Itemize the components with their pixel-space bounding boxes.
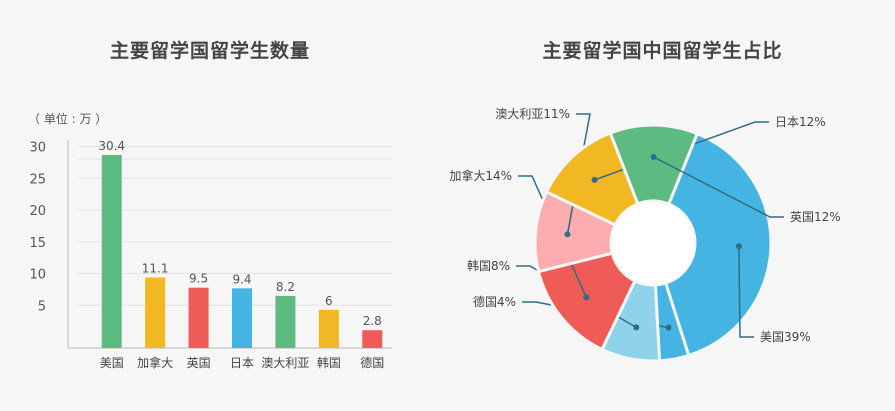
y-tick-label: 30 (29, 141, 46, 156)
donut-slice (536, 251, 637, 352)
bar (362, 330, 383, 348)
donut-slice (663, 131, 773, 358)
x-tick-label: 韩国 (317, 355, 341, 370)
slice-label: 英国12% (790, 210, 841, 224)
slice-label: 日本12% (775, 115, 826, 129)
x-tick-label: 美国 (100, 356, 124, 370)
leader-line (653, 156, 784, 218)
leader-line (738, 246, 754, 338)
bar-chart-panel: 主要留学国留学生数量 （ 单位 : 万 ） 5 10 15 20 25 30 30.4 美国 1… (0, 0, 430, 411)
donut-chart-title: 主要留学国中国留学生占比 (542, 40, 783, 62)
bar-value-label: 11.1 (142, 262, 169, 276)
slice-label: 韩国8% (467, 258, 510, 273)
bar-value-label: 6 (325, 294, 333, 308)
bar (232, 288, 252, 348)
donut-chart: 美国39% 德国4% 韩国8% 加拿大14% 澳大利亚11% 日本12% 英国12% (449, 107, 841, 363)
bar (101, 155, 122, 348)
bar (188, 287, 209, 348)
x-tick-label: 加拿大 (137, 355, 173, 370)
y-tick-label: 10 (29, 268, 46, 283)
leader-dot (735, 243, 742, 250)
bar-value-label: 8.2 (276, 280, 295, 294)
slice-label: 加拿大14% (449, 168, 512, 183)
donut-hole (612, 202, 694, 284)
bar (318, 309, 339, 348)
leader-dot (633, 324, 640, 331)
donut-chart-panel: 主要留学国中国留学生占比 美国39% 德国4% 韩国8% 加拿大14% 澳大利亚11% 日… (430, 0, 895, 411)
bar-value-label: 30.4 (98, 139, 125, 153)
y-tick-label: 20 (29, 204, 46, 219)
bar-chart-title: 主要留学国留学生数量 (109, 40, 310, 62)
donut-slice (608, 123, 700, 207)
leader-dot (583, 294, 590, 301)
slice-label: 澳大利亚11% (495, 107, 570, 121)
bar-chart: 5 10 15 20 25 30 30.4 美国 11.1 加拿大 9.5 英国 9.4 日本 8.2 澳大利… (29, 139, 392, 370)
leader-dot (650, 154, 657, 161)
slice-label: 德国4% (473, 294, 516, 309)
leader-dot (591, 176, 598, 183)
leader-dot (665, 324, 672, 331)
bar (145, 277, 166, 348)
y-tick-label: 15 (29, 236, 46, 251)
x-tick-label: 日本 (230, 356, 254, 370)
x-tick-label: 英国 (187, 356, 211, 370)
x-tick-label: 澳大利亚 (261, 356, 309, 370)
bar-value-label: 9.4 (232, 272, 251, 286)
bar-value-label: 2.8 (363, 314, 382, 328)
bar-value-label: 9.5 (189, 272, 208, 286)
slice-label: 美国39% (760, 330, 811, 344)
y-tick-label: 25 (29, 172, 46, 187)
y-tick-label: 5 (38, 299, 46, 314)
x-tick-label: 德国 (360, 355, 384, 370)
leader-dot (564, 231, 571, 238)
bar-chart-unit-label: （ 单位 : 万 ） (28, 112, 108, 126)
bar (275, 295, 296, 348)
